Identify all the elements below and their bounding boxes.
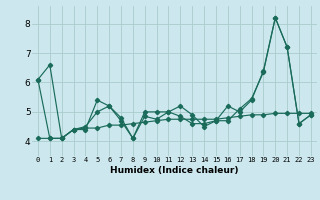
X-axis label: Humidex (Indice chaleur): Humidex (Indice chaleur) — [110, 166, 239, 175]
